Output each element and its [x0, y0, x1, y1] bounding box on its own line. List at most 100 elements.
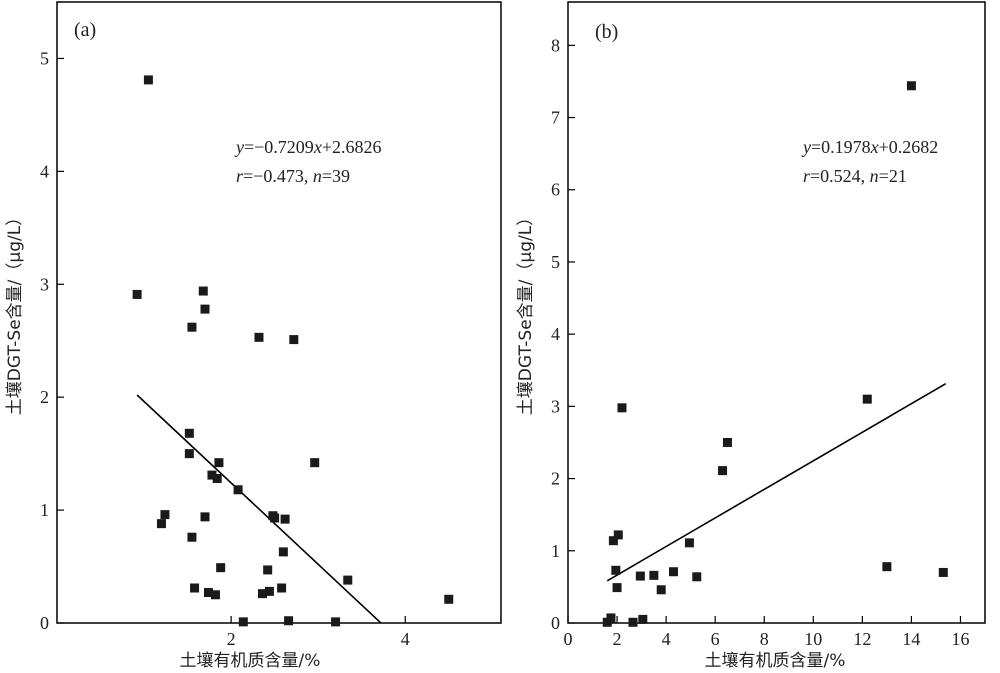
data-point-b-4 [612, 583, 622, 593]
fit-equation-b: y=0.1978x+0.2682 [801, 137, 938, 157]
data-point-b-3 [611, 565, 621, 575]
plot-frame-a [56, 1, 502, 624]
stat-r-value-a: =−0.473, [243, 166, 313, 186]
data-point-a-30 [289, 335, 299, 345]
data-point-b-8 [635, 571, 645, 581]
regression-line-a [136, 394, 382, 624]
data-point-a-20 [254, 332, 264, 342]
data-point-b-13 [684, 538, 694, 548]
data-point-a-3 [160, 510, 170, 520]
y-tick-label-a-2: 2 [40, 387, 49, 407]
data-point-a-18 [233, 485, 243, 495]
y-tick-label-b-3: 3 [551, 396, 560, 416]
x-tick-label-b-5: 10 [804, 629, 822, 649]
data-point-a-28 [280, 514, 290, 524]
data-point-a-29 [284, 616, 294, 626]
y-tick-label-a-3: 3 [40, 274, 49, 294]
panel-a: (a) y=−0.7209x+2.6826 r=−0.473, n=39 土壤有… [4, 1, 502, 671]
y-axis-title-b: 土壤DGT-Se含量/（μg/L） [515, 209, 536, 415]
data-point-a-34 [444, 594, 454, 604]
data-point-a-9 [198, 286, 208, 296]
eq-intercept-a: +2.6826 [322, 137, 382, 157]
data-point-b-14 [692, 572, 702, 582]
x-tick-label-b-8: 16 [951, 629, 969, 649]
data-point-a-15 [212, 473, 222, 483]
y-tick-label-b-2: 2 [551, 469, 560, 489]
x-axis-title-a: 土壤有机质含量/% [180, 650, 321, 671]
data-point-a-0 [132, 289, 142, 299]
data-point-b-6 [617, 403, 627, 413]
y-tick-label-b-5: 5 [551, 252, 560, 272]
data-point-a-1 [143, 75, 153, 85]
panel-label-a: (a) [74, 19, 96, 41]
data-point-a-13 [207, 470, 217, 480]
data-point-a-2 [156, 519, 166, 529]
data-point-b-15 [718, 466, 728, 476]
data-point-b-9 [638, 614, 648, 624]
stat-n-value-a: =39 [322, 166, 350, 186]
x-tick-label-a-1: 4 [401, 629, 410, 649]
plot-frame-b [567, 1, 986, 624]
data-point-b-18 [882, 562, 892, 572]
data-point-a-5 [184, 449, 194, 459]
x-tick-label-b-1: 2 [613, 629, 622, 649]
data-point-a-7 [187, 532, 197, 542]
data-point-a-32 [331, 617, 341, 627]
data-point-a-19 [238, 617, 248, 627]
eq-y-b: y [801, 137, 811, 157]
x-axis-title-b: 土壤有机质含量/% [705, 650, 846, 671]
panel-label-b: (b) [595, 21, 618, 43]
stat-n-a: n [313, 166, 322, 186]
x-tick-label-b-6: 12 [853, 629, 871, 649]
y-tick-label-b-7: 7 [551, 108, 560, 128]
data-point-a-21 [257, 589, 267, 599]
y-tick-label-a-4: 4 [40, 161, 49, 181]
data-point-a-22 [263, 565, 273, 575]
data-point-b-5 [613, 530, 623, 540]
x-tick-label-b-4: 8 [760, 629, 769, 649]
stat-r-value-b: =0.524, [810, 166, 870, 186]
stat-r-b: r [803, 166, 811, 186]
data-point-a-11 [200, 512, 210, 522]
data-point-a-33 [343, 575, 353, 585]
y-tick-label-a-5: 5 [40, 48, 49, 68]
stat-n-b: n [870, 166, 879, 186]
y-tick-label-a-1: 1 [40, 500, 49, 520]
y-tick-label-b-8: 8 [551, 35, 560, 55]
stat-r-a: r [236, 166, 244, 186]
panel-b: (b) y=0.1978x+0.2682 r=0.524, n=21 土壤有机质… [515, 1, 986, 671]
y-tick-label-a-0: 0 [40, 613, 49, 633]
data-point-a-4 [184, 428, 194, 438]
x-tick-label-b-0: 0 [564, 629, 573, 649]
fit-stats-b: r=0.524, n=21 [803, 166, 907, 186]
data-point-b-2 [608, 536, 618, 546]
data-point-a-16 [214, 458, 224, 468]
x-tick-label-b-3: 6 [711, 629, 720, 649]
eq-x-a: x [313, 137, 322, 157]
eq-y-a: y [234, 137, 244, 157]
x-tick-label-b-7: 14 [902, 629, 920, 649]
data-point-b-11 [656, 585, 666, 595]
data-point-b-20 [938, 567, 948, 577]
data-point-b-12 [668, 567, 678, 577]
data-point-b-19 [906, 81, 916, 91]
y-tick-label-b-1: 1 [551, 541, 560, 561]
fit-equation-a: y=−0.7209x+2.6826 [234, 137, 381, 157]
data-point-b-10 [649, 570, 659, 580]
data-point-a-27 [278, 547, 288, 557]
data-point-a-6 [187, 322, 197, 332]
regression-line-b [606, 382, 947, 582]
data-point-b-16 [722, 437, 732, 447]
data-point-a-25 [270, 513, 280, 523]
fit-stats-a: r=−0.473, n=39 [236, 166, 350, 186]
data-point-a-23 [264, 586, 274, 596]
x-tick-label-b-2: 4 [662, 629, 671, 649]
data-point-a-14 [210, 590, 220, 600]
y-tick-label-b-0: 0 [551, 613, 560, 633]
data-point-a-12 [203, 588, 213, 598]
data-point-a-8 [190, 583, 200, 593]
data-point-b-7 [628, 617, 638, 627]
y-tick-label-b-6: 6 [551, 180, 560, 200]
data-point-a-10 [200, 304, 210, 314]
